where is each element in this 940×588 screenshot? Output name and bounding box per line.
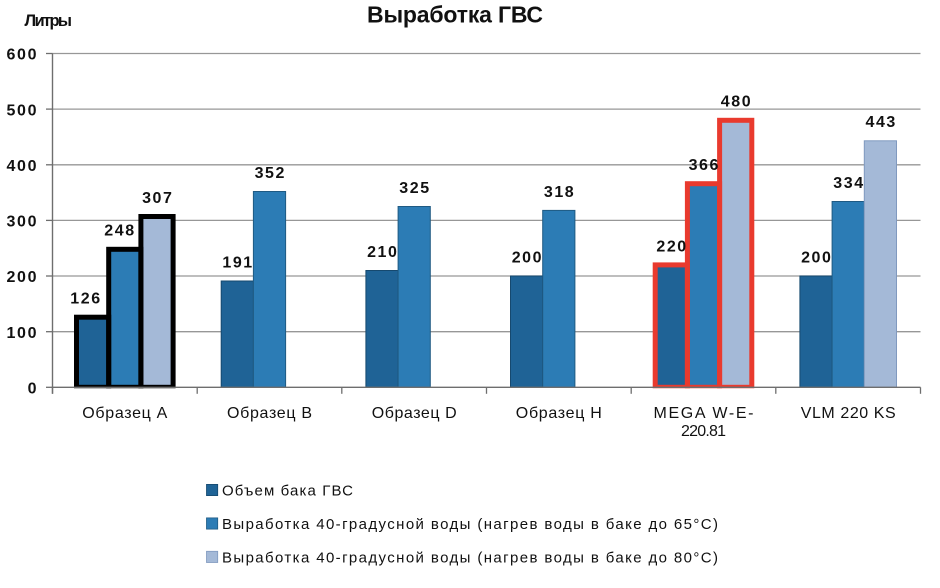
svg-text:500: 500 (7, 102, 37, 119)
svg-text:Образец D: Образец D (372, 405, 457, 422)
svg-text:Выработка 40-градусной воды (н: Выработка 40-градусной воды (нагрев воды… (222, 550, 718, 567)
svg-text:210: 210 (367, 244, 397, 261)
svg-text:Выработка 40-градусной воды (н: Выработка 40-градусной воды (нагрев воды… (222, 516, 718, 533)
svg-text:MEGA W-E-: MEGA W-E- (654, 405, 754, 422)
svg-text:443: 443 (866, 114, 896, 131)
svg-text:Образец A: Образец A (82, 405, 167, 422)
svg-text:400: 400 (7, 158, 37, 175)
svg-text:480: 480 (721, 94, 751, 111)
svg-text:325: 325 (399, 180, 429, 197)
svg-text:300: 300 (7, 214, 37, 231)
svg-text:VLM 220 KS: VLM 220 KS (801, 405, 896, 422)
svg-text:126: 126 (70, 291, 100, 308)
svg-text:220: 220 (656, 238, 686, 255)
svg-text:352: 352 (255, 165, 285, 182)
svg-text:Объем бака ГВС: Объем бака ГВС (222, 483, 353, 500)
svg-text:191: 191 (222, 254, 252, 271)
svg-text:200: 200 (7, 269, 37, 286)
svg-text:200: 200 (801, 249, 831, 266)
svg-text:0: 0 (28, 381, 37, 398)
svg-text:Образец B: Образец B (227, 405, 312, 422)
svg-text:Литры: Литры (25, 12, 73, 30)
svg-text:366: 366 (689, 157, 719, 174)
svg-text:220.81: 220.81 (681, 423, 726, 440)
svg-text:600: 600 (7, 47, 37, 64)
svg-text:334: 334 (833, 175, 863, 192)
svg-text:318: 318 (544, 184, 574, 201)
svg-text:100: 100 (7, 325, 37, 342)
svg-text:Образец H: Образец H (516, 405, 602, 422)
svg-text:Выработка ГВС: Выработка ГВС (367, 1, 543, 27)
svg-text:307: 307 (142, 190, 172, 207)
svg-text:248: 248 (104, 223, 134, 240)
svg-text:200: 200 (512, 249, 542, 266)
